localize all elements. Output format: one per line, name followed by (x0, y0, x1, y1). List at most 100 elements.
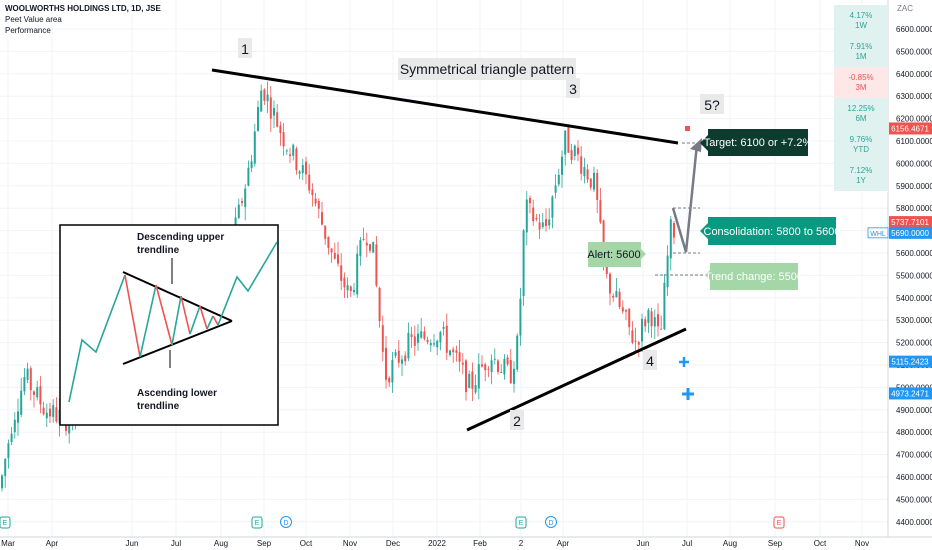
event-marker-text: E (519, 520, 524, 527)
price-label (889, 226, 932, 239)
price-label-text: 5737.7101 (891, 218, 929, 227)
candle-body (317, 200, 320, 209)
x-tick-label: Aug (723, 539, 737, 548)
earnings-marker[interactable] (515, 516, 527, 529)
candle-body (497, 360, 499, 373)
performance-period: 1Y (856, 176, 866, 185)
candle-body (289, 154, 291, 156)
earnings-marker[interactable] (0, 516, 11, 529)
candle-body (471, 371, 474, 389)
candle-body (538, 222, 541, 230)
candle-body (362, 238, 365, 240)
candle-body (45, 412, 48, 419)
candle-body (596, 172, 599, 200)
candle-body (509, 360, 512, 384)
candle-body (292, 144, 295, 156)
candle-body (541, 222, 544, 228)
candle-body (417, 333, 419, 343)
candle-body (385, 347, 387, 380)
wave-label-bg (700, 94, 724, 114)
performance-cell: 4.17% 1W (834, 5, 888, 37)
indicator-performance[interactable]: Performance (5, 26, 51, 35)
candle-body (13, 419, 16, 433)
candle-body (602, 220, 605, 259)
target-callout[interactable] (708, 129, 808, 156)
performance-cell: 7.91% 1M (834, 36, 888, 68)
candle-body (445, 325, 448, 353)
y-tick-label: 5800.0000 (896, 204, 932, 213)
target-callout-text: Target: 6100 or +7.2% (704, 137, 813, 149)
y-tick-label: 4400.0000 (896, 518, 932, 527)
candle-body (311, 189, 314, 196)
candle-body (410, 334, 413, 337)
candle-body (250, 161, 253, 169)
candle-body (532, 207, 535, 222)
target-callout-pointer (700, 135, 708, 151)
inset-red-leg (155, 284, 173, 346)
price-label-text: 4973.2471 (891, 389, 929, 398)
candle-body (650, 311, 653, 327)
candle-body (7, 443, 10, 459)
candle-body (298, 171, 301, 174)
lower-trendline[interactable] (466, 327, 687, 432)
earnings-marker[interactable] (251, 516, 263, 529)
candle-body (4, 458, 7, 477)
candle-body (388, 377, 391, 383)
y-tick-label: 4700.0000 (896, 451, 932, 460)
x-tick-label: Nov (855, 539, 869, 548)
candle-body (564, 130, 567, 155)
currency-label: ZAC (897, 4, 913, 13)
candle-body (625, 310, 627, 312)
candle-body (465, 360, 467, 393)
alert-callout[interactable] (588, 242, 641, 267)
triangle-inset: Descending upper trendline Ascending lowe… (59, 224, 279, 426)
x-axis: Mar Apr Jun Jul Aug Sep Oct Nov Dec 2022 Feb 2 Apr Ju… (1, 539, 869, 548)
candle-body (663, 282, 666, 330)
trend-callout-pointer (705, 269, 711, 281)
candle-body (378, 287, 381, 322)
y-tick-label: 4800.0000 (896, 428, 932, 437)
candle-body (29, 368, 32, 391)
candle-body (375, 244, 378, 286)
candle-body (628, 308, 631, 328)
dividend-marker[interactable] (280, 516, 292, 528)
cross-icon[interactable] (679, 357, 689, 367)
candle-body (260, 90, 263, 112)
candle-body (493, 358, 496, 360)
candle-body (653, 317, 656, 327)
inset-red-leg (199, 305, 208, 330)
trend-change-callout[interactable] (710, 263, 798, 290)
price-labels: 6156.4671 5737.7101 5690.0000 5115.2423 4973… (867, 122, 932, 400)
y-tick-label: 6100.0000 (896, 137, 932, 146)
candle-body (589, 178, 592, 188)
earnings-marker[interactable] (773, 516, 785, 529)
symbol-title[interactable]: WOOLWORTHS HOLDINGS LTD, 1D, JSE (5, 4, 161, 13)
inset-breakout-path (217, 241, 278, 326)
x-tick-label: Jul (682, 539, 692, 548)
candle-body (391, 359, 394, 383)
candle-body (17, 411, 19, 423)
candle-body (461, 362, 464, 365)
performance-value: 7.91% (849, 42, 873, 51)
price-label-text: 6156.4671 (891, 124, 929, 133)
dividend-marker[interactable] (545, 516, 557, 528)
consolidation-callout[interactable] (708, 217, 836, 245)
inset-lower-label: Ascending lower trendline (137, 388, 217, 412)
cross-icon[interactable] (682, 388, 694, 400)
candle-body (301, 165, 304, 174)
wave-label-bg (510, 410, 524, 430)
alert-callout-text: Alert: 5600 (587, 249, 640, 261)
indicator-peet-value-area[interactable]: Peet Value area (5, 15, 62, 24)
candle-body (513, 368, 515, 384)
candle-body (481, 364, 483, 367)
upper-trendline[interactable] (211, 68, 679, 145)
price-label (889, 216, 932, 229)
candle-body (55, 407, 58, 422)
wave-label-bg (566, 78, 580, 98)
candle-body (49, 408, 51, 417)
candle-body (263, 89, 266, 101)
candle-body (413, 336, 416, 346)
candle-body (247, 167, 250, 186)
price-label (889, 387, 932, 400)
